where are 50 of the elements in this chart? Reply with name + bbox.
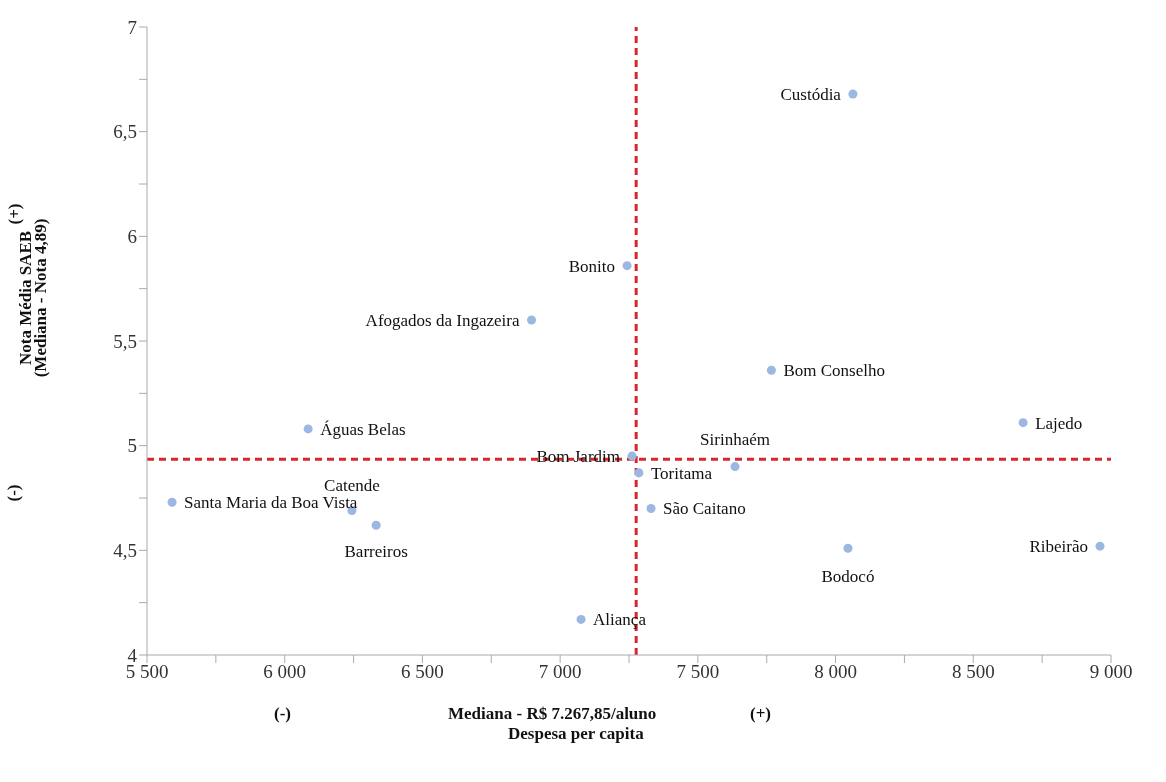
annotation: Lajedo [1035, 413, 1083, 433]
annotation: Bodocó [821, 567, 875, 587]
annotation: Aliança [593, 610, 647, 630]
x-tick-label: 8 500 [951, 661, 995, 683]
x-axis-title: Despesa per capita [508, 724, 644, 744]
point [526, 315, 537, 325]
point [848, 89, 858, 99]
x-tick-label: 9 000 [1089, 661, 1133, 683]
y-tick-label: 6,5 [113, 121, 137, 143]
annotation: Custódia [780, 84, 842, 104]
y-tick-label: 5,5 [113, 330, 137, 352]
annotation: Ribeirão [1029, 537, 1088, 557]
x-tick-label: 6 000 [263, 661, 307, 683]
point [627, 451, 637, 461]
y-tick-label: 5 [127, 435, 137, 457]
text: Mediana - R$ 7.267,85/aluno [448, 704, 657, 724]
annotation: Barreiros [344, 542, 408, 562]
text: (+) [4, 203, 25, 225]
point [1018, 418, 1028, 428]
annotation: Sirinhaém [700, 429, 770, 449]
annotation: Santa Maria da Boa Vista [184, 493, 358, 513]
annotation: Bonito [568, 256, 616, 276]
y-tick-label: 7 [127, 16, 137, 38]
point [1095, 541, 1105, 551]
annotation: Toritama [650, 463, 713, 483]
point [646, 503, 656, 513]
point [303, 424, 313, 434]
y-tick-label: 4,5 [113, 540, 137, 562]
x-tick-label: 7 000 [538, 661, 582, 683]
point [843, 543, 853, 553]
point [730, 462, 740, 472]
annotation: Afogados da Ingazeira [365, 311, 520, 331]
point [766, 365, 776, 375]
y-tick-label: 6 [127, 226, 137, 248]
point [167, 497, 177, 507]
point [634, 468, 644, 478]
annotation: Águas Belas [320, 419, 406, 439]
annotation: São Caitano [663, 499, 746, 519]
x-tick-label: 8 000 [814, 661, 857, 683]
text: (+) [750, 704, 772, 724]
annotation: Bom Jardim [536, 447, 621, 467]
annotation: Catende [324, 475, 380, 495]
x-tick-label: 6 500 [401, 661, 444, 683]
x-tick-label: 7 500 [676, 661, 720, 683]
point [371, 520, 381, 530]
annotation: Bom Conselho [783, 361, 885, 381]
text: (-) [4, 484, 25, 502]
point [622, 261, 632, 271]
point [576, 614, 586, 624]
text: (-) [274, 704, 291, 724]
